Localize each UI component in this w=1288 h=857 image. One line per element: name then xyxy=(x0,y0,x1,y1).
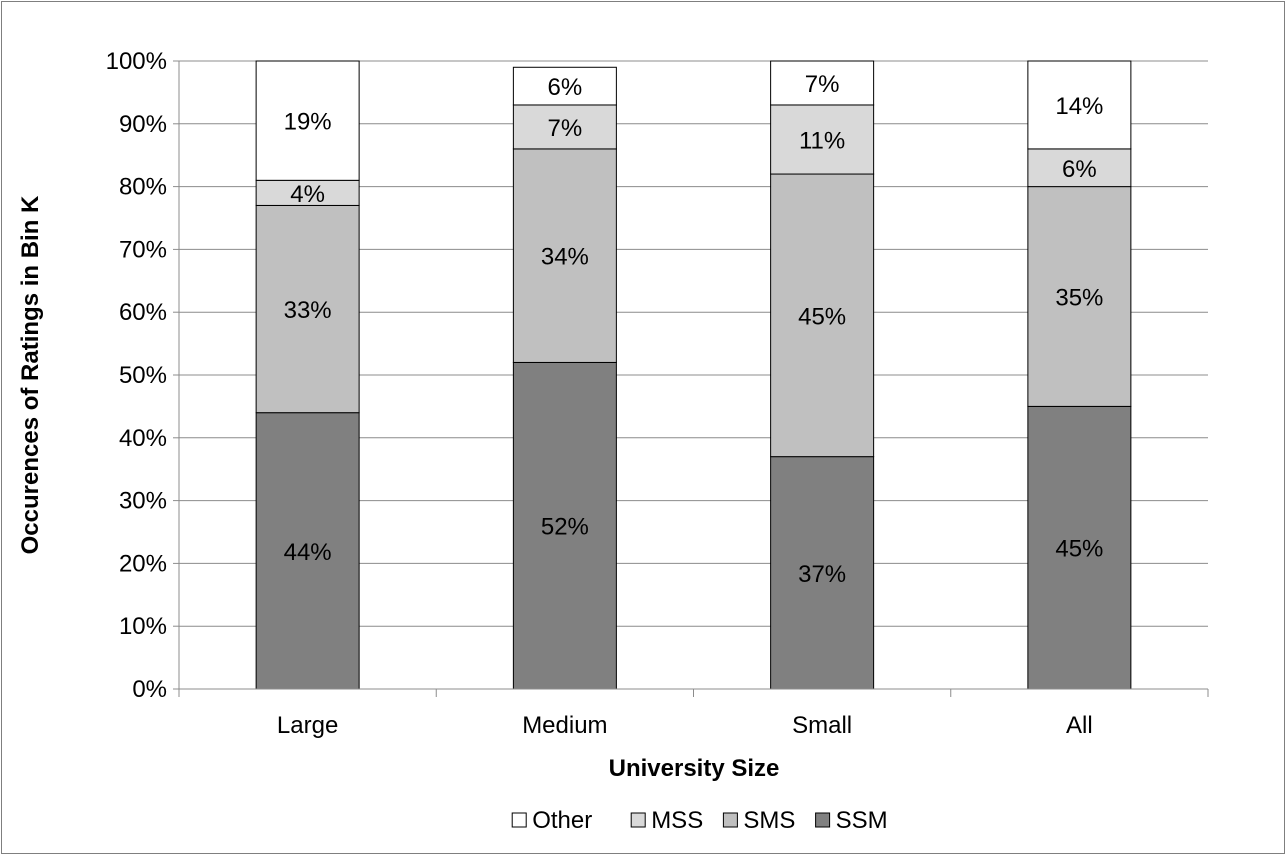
bar-segment-other xyxy=(770,60,875,106)
bar-segment-other xyxy=(512,66,617,106)
data-label: 19% xyxy=(284,109,332,136)
bar-segment-ssm xyxy=(255,412,360,690)
y-tick-label: 40% xyxy=(119,425,167,452)
y-tick-label: 80% xyxy=(119,174,167,201)
y-tick-label: 50% xyxy=(119,362,167,389)
data-label: 6% xyxy=(548,74,583,101)
y-tick-label: 10% xyxy=(119,613,167,640)
bar-segment-ssm xyxy=(770,456,875,690)
bar-segment-other xyxy=(1027,60,1132,150)
data-label: 33% xyxy=(284,297,332,324)
bar-segment-sms xyxy=(1027,186,1132,407)
data-label: 6% xyxy=(1062,156,1097,183)
bars xyxy=(255,60,1132,690)
bar-segment-mss xyxy=(770,104,875,175)
data-label: 7% xyxy=(805,71,840,98)
data-label: 4% xyxy=(290,181,325,208)
legend-label: MSS xyxy=(651,807,703,834)
y-axis-title: Occurences of Ratings in Bin K xyxy=(17,195,44,554)
legend-label: SSM xyxy=(836,807,888,834)
x-tick-label: Medium xyxy=(522,712,607,739)
axes xyxy=(178,61,1209,697)
legend: Other MSS SMS SSM xyxy=(511,807,888,834)
bar-segment-sms xyxy=(255,204,360,414)
x-tick-label: All xyxy=(1066,712,1093,739)
y-tick-label: 20% xyxy=(119,550,167,577)
legend-label: Other xyxy=(532,807,592,834)
data-label: 11% xyxy=(799,128,845,155)
data-labels: 44% 33% 4% 19% 52% 34% 7% 6% 37% 45% 11% 7% 45% 35% 6%… xyxy=(284,71,1104,588)
data-label: 52% xyxy=(541,514,589,541)
legend-swatch-mss xyxy=(630,812,646,828)
y-tick-label: 60% xyxy=(119,299,167,326)
x-tick-label: Small xyxy=(792,712,852,739)
x-axis-title: University Size xyxy=(609,755,780,782)
legend-swatch-other xyxy=(511,812,527,828)
y-tick-label: 30% xyxy=(119,488,167,515)
data-label: 37% xyxy=(798,561,846,588)
data-label: 45% xyxy=(1055,536,1103,563)
bar-segment-mss xyxy=(512,104,617,150)
data-label: 14% xyxy=(1055,93,1103,120)
y-tick-label: 100% xyxy=(106,48,167,75)
bar-segment-sms xyxy=(770,173,875,458)
data-label: 7% xyxy=(548,115,583,142)
data-label: 45% xyxy=(798,303,846,330)
y-tick-label: 90% xyxy=(119,111,167,138)
bar-segment-other xyxy=(255,60,360,181)
x-tick-label: Large xyxy=(277,712,338,739)
data-label: 44% xyxy=(284,539,332,566)
data-label: 35% xyxy=(1055,285,1103,312)
bar-segment-ssm xyxy=(1027,405,1132,690)
legend-swatch-sms xyxy=(722,812,738,828)
x-tick-labels: Large Medium Small All xyxy=(277,712,1093,739)
data-label: 34% xyxy=(541,244,589,271)
bar-segment-sms xyxy=(512,148,617,363)
y-tick-labels: 0% 10% 20% 30% 40% 50% 60% 70% 80% 90% 100% xyxy=(106,48,167,703)
y-tick-label: 0% xyxy=(132,676,167,703)
bar-segment-mss xyxy=(1027,148,1132,188)
legend-swatch-ssm xyxy=(815,812,831,828)
y-tick-label: 70% xyxy=(119,236,167,263)
legend-label: SMS xyxy=(743,807,795,834)
